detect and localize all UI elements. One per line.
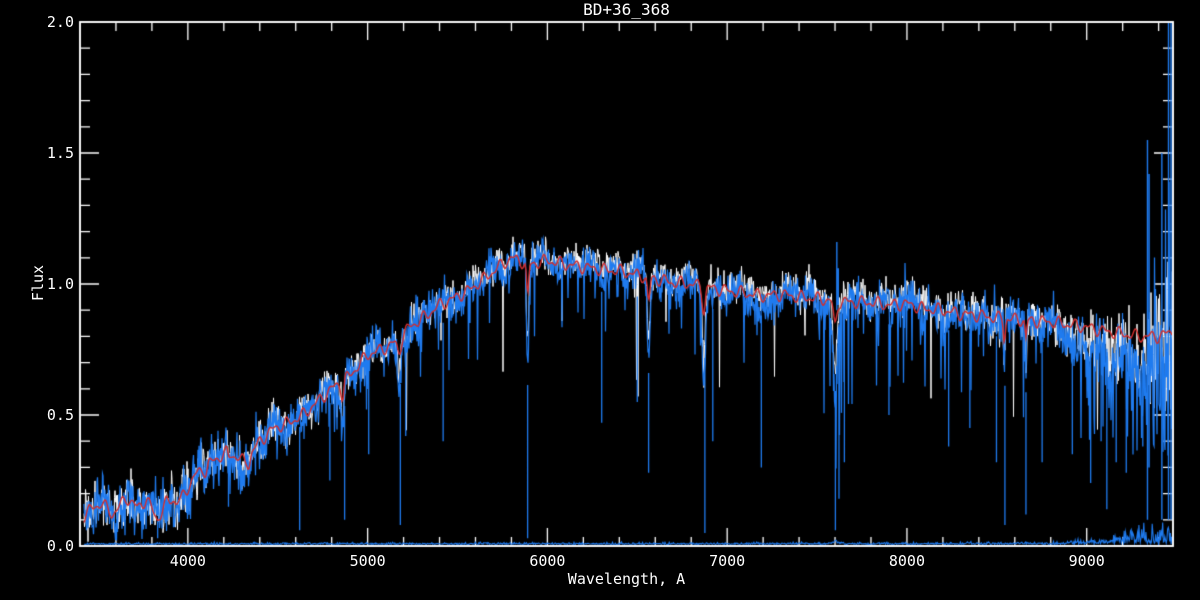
x-tick-label: 5000 xyxy=(349,552,386,570)
y-tick-label: 1.5 xyxy=(46,144,74,162)
x-axis-title: Wavelength, A xyxy=(567,570,686,588)
x-tick-label: 4000 xyxy=(169,552,206,570)
y-tick-label: 0.5 xyxy=(46,406,74,424)
y-tick-label: 0.0 xyxy=(46,537,74,555)
y-tick-label: 2.0 xyxy=(46,13,74,31)
x-tick-label: 9000 xyxy=(1068,552,1105,570)
y-tick-label: 1.0 xyxy=(46,275,74,293)
x-tick-label: 8000 xyxy=(888,552,925,570)
plot-title: BD+36_368 xyxy=(583,0,670,19)
x-tick-label: 6000 xyxy=(529,552,566,570)
x-tick-label: 7000 xyxy=(709,552,746,570)
